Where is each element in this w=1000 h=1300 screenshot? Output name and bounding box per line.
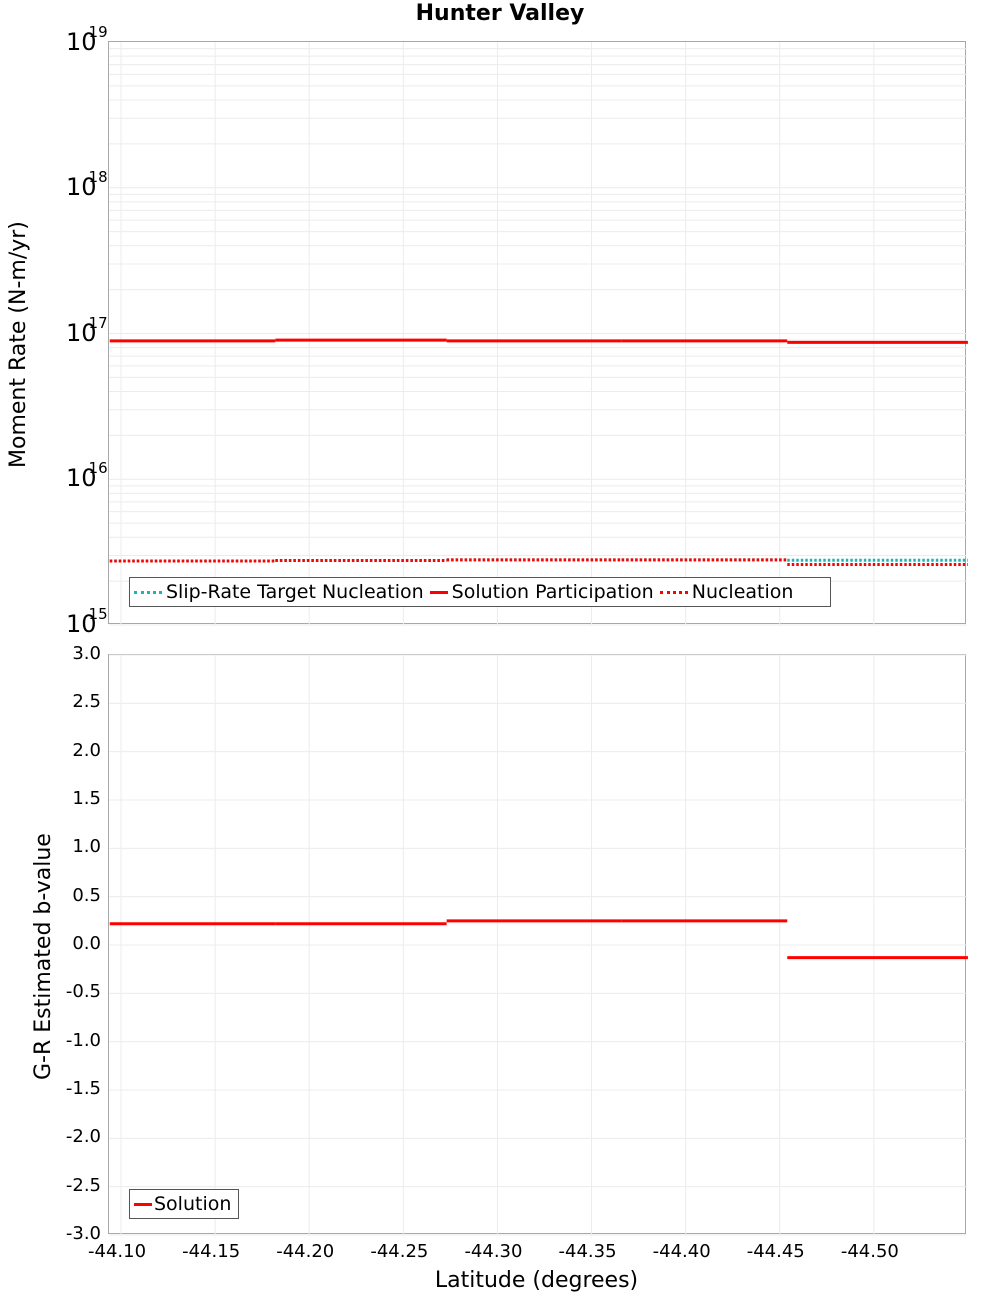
top-y-tick-1e17: 1017 xyxy=(66,314,108,347)
bottom-y-tick-label: -2.0 xyxy=(65,1126,101,1148)
x-tick-label: -44.10 xyxy=(88,1241,147,1262)
legend-item-solution-participation: Solution Participation xyxy=(429,581,654,603)
bottom-y-tick-label: 3.0 xyxy=(72,643,101,664)
legend-item-solution: Solution xyxy=(134,1193,231,1215)
bottom-y-axis-label: G-R Estimated b-value xyxy=(31,833,56,1080)
x-tick-label: -44.50 xyxy=(840,1241,899,1262)
x-tick-label: -44.25 xyxy=(370,1241,429,1262)
dotted-red-swatch-icon xyxy=(659,590,688,594)
bottom-y-tick-label: -1.0 xyxy=(65,1029,101,1051)
x-tick-label: -44.20 xyxy=(276,1241,335,1262)
top-plot-area xyxy=(108,41,968,626)
legend-item-nucleation: Nucleation xyxy=(659,581,793,603)
x-axis-label: Latitude (degrees) xyxy=(434,1268,639,1293)
dotted-cyan-swatch-icon xyxy=(134,590,162,594)
x-tick-label: -44.30 xyxy=(464,1241,523,1262)
bottom-legend: Solution xyxy=(129,1189,239,1219)
bottom-plot-area xyxy=(108,654,968,1236)
x-tick-label: -44.35 xyxy=(558,1241,617,1262)
x-tick-label: -44.45 xyxy=(746,1241,805,1262)
x-tick-label: -44.15 xyxy=(182,1241,241,1262)
chart-title: Hunter Valley xyxy=(415,1,585,26)
bottom-y-tick-label: 1.0 xyxy=(72,836,101,858)
bottom-y-tick-label: 0.5 xyxy=(72,884,101,906)
solid-red-swatch-icon xyxy=(429,590,448,594)
top-y-tick-1e18: 1018 xyxy=(66,168,108,201)
solid-red-swatch-icon xyxy=(134,1202,152,1206)
bottom-y-tick-label: 1.5 xyxy=(72,788,101,809)
bottom-y-tick-label: 2.0 xyxy=(72,739,101,761)
top-y-tick-1e16: 1016 xyxy=(66,459,108,492)
bottom-plot-svg xyxy=(109,654,968,1236)
legend-item-target-nucleation: Slip-Rate Target Nucleation xyxy=(134,581,424,603)
bottom-y-tick-label: 0.0 xyxy=(72,933,101,954)
top-y-tick-1e19: 1019 xyxy=(66,23,108,56)
bottom-y-tick-label: -2.5 xyxy=(65,1174,101,1196)
top-y-tick-1e15: 1015 xyxy=(66,605,108,638)
bottom-y-tick-label: -1.5 xyxy=(65,1078,101,1099)
top-plot-svg xyxy=(109,42,968,626)
top-y-axis-label: Moment Rate (N-m/yr) xyxy=(6,221,31,468)
x-tick-label: -44.40 xyxy=(652,1241,711,1262)
bottom-y-tick-label: -0.5 xyxy=(65,981,101,1003)
bottom-y-tick-label: -3.0 xyxy=(65,1223,101,1244)
bottom-y-tick-label: 2.5 xyxy=(72,691,101,713)
top-legend: Slip-Rate Target Nucleation Solution Par… xyxy=(129,577,831,607)
